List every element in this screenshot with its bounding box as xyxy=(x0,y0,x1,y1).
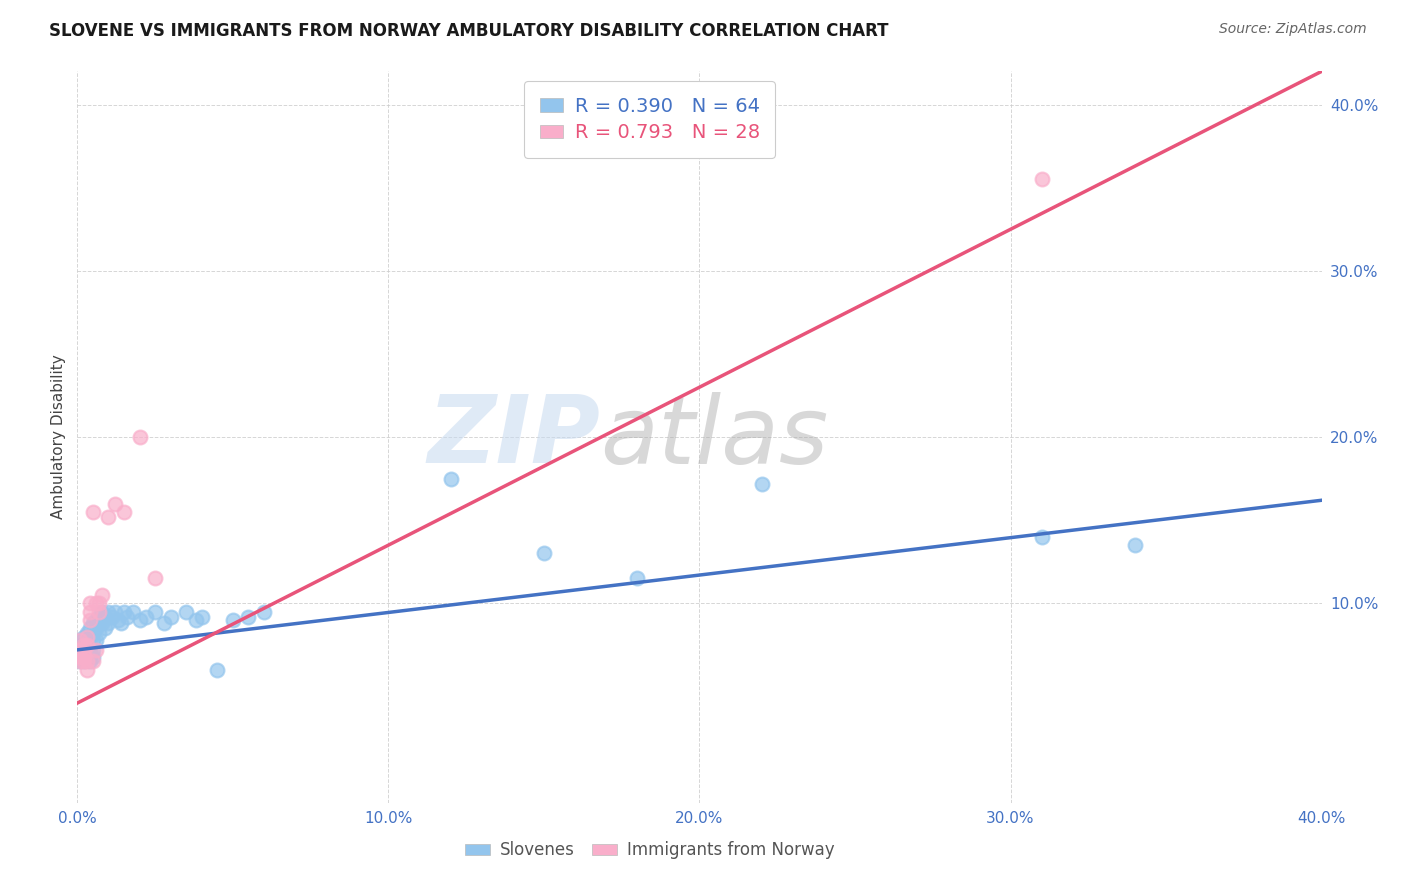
Point xyxy=(72,655,94,669)
Point xyxy=(72,649,94,664)
Point xyxy=(76,638,98,652)
Point xyxy=(76,630,98,644)
Point xyxy=(76,655,98,669)
Point xyxy=(72,638,94,652)
Point xyxy=(82,626,104,640)
Point xyxy=(69,638,91,652)
Point xyxy=(72,646,94,660)
Point xyxy=(72,638,94,652)
Point xyxy=(69,649,91,664)
Text: ZIP: ZIP xyxy=(427,391,600,483)
Point xyxy=(72,646,94,660)
Point xyxy=(76,638,98,652)
Point xyxy=(94,621,117,635)
Point xyxy=(143,605,166,619)
Text: atlas: atlas xyxy=(600,392,828,483)
Point xyxy=(76,643,98,657)
Point xyxy=(87,605,110,619)
Point xyxy=(107,613,129,627)
Point xyxy=(87,596,110,610)
Point xyxy=(159,609,181,624)
Text: Source: ZipAtlas.com: Source: ZipAtlas.com xyxy=(1219,22,1367,37)
Point xyxy=(79,638,101,652)
Point xyxy=(76,626,98,640)
Point xyxy=(79,613,101,627)
Y-axis label: Ambulatory Disability: Ambulatory Disability xyxy=(51,355,66,519)
Point xyxy=(91,616,114,631)
Point xyxy=(79,621,101,635)
Point xyxy=(184,613,207,627)
Point xyxy=(69,655,91,669)
Point xyxy=(82,655,104,669)
Point xyxy=(84,621,107,635)
Point xyxy=(128,613,150,627)
Point xyxy=(79,649,101,664)
Point xyxy=(69,632,91,647)
Point xyxy=(69,632,91,647)
Point xyxy=(533,546,555,560)
Point xyxy=(122,605,145,619)
Text: SLOVENE VS IMMIGRANTS FROM NORWAY AMBULATORY DISABILITY CORRELATION CHART: SLOVENE VS IMMIGRANTS FROM NORWAY AMBULA… xyxy=(49,22,889,40)
Legend: R = 0.390   N = 64, R = 0.793   N = 28: R = 0.390 N = 64, R = 0.793 N = 28 xyxy=(524,81,775,158)
Point xyxy=(69,643,91,657)
Point xyxy=(72,655,94,669)
Point xyxy=(97,605,120,619)
Point xyxy=(100,609,122,624)
Point xyxy=(190,609,214,624)
Point xyxy=(1031,530,1053,544)
Point xyxy=(69,655,91,669)
Point xyxy=(626,571,648,585)
Point xyxy=(82,632,104,647)
Point xyxy=(143,571,166,585)
Point xyxy=(69,649,91,664)
Point xyxy=(79,643,101,657)
Point xyxy=(79,605,101,619)
Point xyxy=(72,630,94,644)
Point xyxy=(207,663,229,677)
Point xyxy=(439,472,461,486)
Point xyxy=(751,476,773,491)
Point xyxy=(82,505,104,519)
Point xyxy=(87,616,110,631)
Point xyxy=(1123,538,1146,552)
Point xyxy=(79,596,101,610)
Point xyxy=(97,509,120,524)
Point xyxy=(79,655,101,669)
Point xyxy=(79,630,101,644)
Point xyxy=(253,605,276,619)
Point xyxy=(84,596,107,610)
Point xyxy=(135,609,157,624)
Point xyxy=(69,643,91,657)
Point xyxy=(76,663,98,677)
Point xyxy=(91,588,114,602)
Point xyxy=(76,649,98,664)
Point xyxy=(82,649,104,664)
Point xyxy=(82,643,104,657)
Point xyxy=(84,643,107,657)
Point xyxy=(76,646,98,660)
Point xyxy=(84,632,107,647)
Point xyxy=(82,616,104,631)
Point xyxy=(128,430,150,444)
Point xyxy=(1031,172,1053,186)
Point xyxy=(97,616,120,631)
Point xyxy=(104,497,127,511)
Point xyxy=(72,649,94,664)
Point xyxy=(104,605,127,619)
Point xyxy=(87,626,110,640)
Point xyxy=(87,609,110,624)
Point xyxy=(115,609,138,624)
Point xyxy=(153,616,176,631)
Point xyxy=(110,616,132,631)
Point xyxy=(91,605,114,619)
Point xyxy=(112,605,135,619)
Point xyxy=(238,609,260,624)
Point xyxy=(76,632,98,647)
Point xyxy=(112,505,135,519)
Point xyxy=(222,613,245,627)
Point xyxy=(174,605,197,619)
Point xyxy=(94,609,117,624)
Point xyxy=(84,613,107,627)
